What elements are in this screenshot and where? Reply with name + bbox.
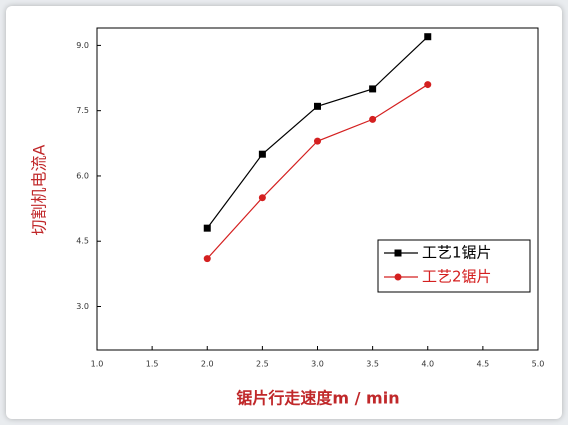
y-tick-label: 6.0 (76, 171, 89, 180)
x-tick-label: 1.5 (146, 360, 159, 369)
x-tick-label: 3.5 (366, 360, 379, 369)
x-tick-label: 1.0 (91, 360, 104, 369)
x-tick-label: 2.0 (201, 360, 214, 369)
data-point (203, 224, 211, 232)
x-tick-label: 4.0 (421, 360, 434, 369)
legend-swatch (394, 273, 402, 281)
series-line (206, 84, 429, 260)
data-point (369, 115, 377, 123)
x-tick-label: 5.0 (532, 360, 545, 369)
x-axis-label: 锯片行走速度m / min (236, 389, 399, 408)
data-point (424, 33, 432, 41)
data-point (258, 194, 266, 202)
y-tick-label: 9.0 (76, 41, 89, 50)
legend-label: 工艺1锯片 (422, 244, 492, 262)
data-point (314, 137, 321, 145)
data-point (424, 81, 432, 89)
plot-area (96, 27, 539, 351)
y-tick-label: 4.5 (76, 237, 89, 246)
data-point (203, 255, 211, 263)
y-axis-label: 切割机电流A (30, 144, 49, 235)
legend-swatch (394, 249, 402, 257)
y-tick-label: 7.5 (76, 106, 89, 115)
y-tick-label: 3.0 (76, 302, 89, 311)
series-line (206, 36, 429, 229)
data-point (258, 150, 266, 158)
legend-box (377, 239, 531, 293)
x-tick-label: 4.5 (477, 360, 490, 369)
data-point (369, 85, 377, 93)
legend-label: 工艺2锯片 (422, 268, 492, 286)
x-tick-label: 2.5 (256, 360, 269, 369)
data-point (314, 102, 321, 110)
x-tick-label: 3.0 (311, 360, 324, 369)
